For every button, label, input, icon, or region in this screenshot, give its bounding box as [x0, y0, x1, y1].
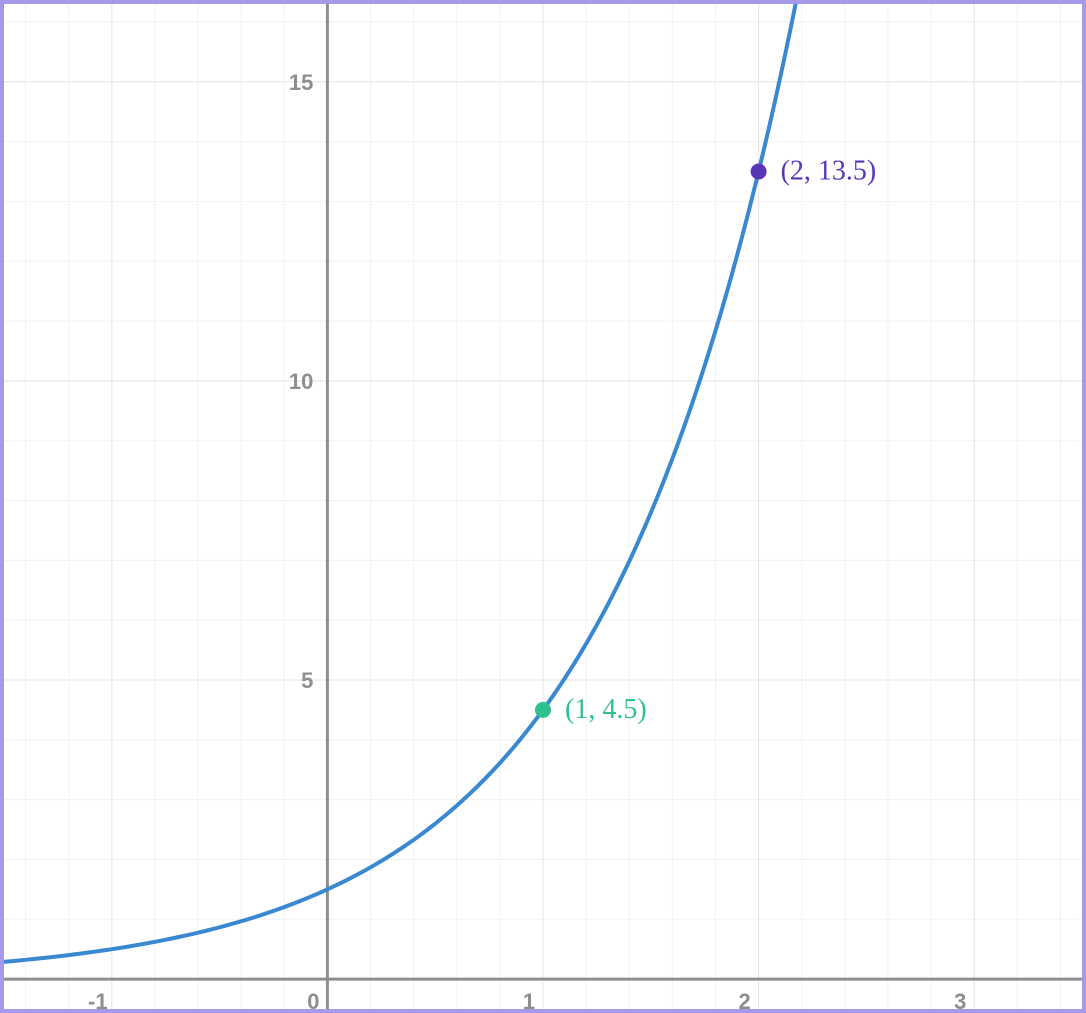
point-label: (2, 13.5)	[781, 156, 877, 187]
data-point	[751, 164, 767, 180]
y-tick-label: 5	[301, 668, 313, 693]
y-tick-label: 15	[289, 70, 313, 95]
chart-container: -1012351015(1, 4.5)(2, 13.5)	[0, 0, 1086, 1013]
data-point	[535, 702, 551, 718]
y-tick-label: 10	[289, 369, 313, 394]
exponential-chart: -1012351015(1, 4.5)(2, 13.5)	[0, 0, 1086, 1013]
point-label: (1, 4.5)	[565, 694, 647, 725]
